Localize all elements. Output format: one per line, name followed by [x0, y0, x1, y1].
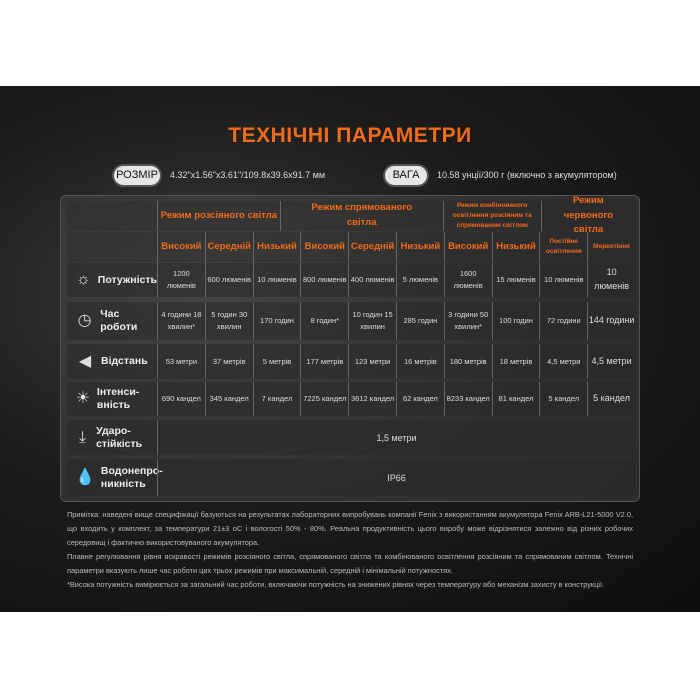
group-header: Режим спрямованого світла: [279, 201, 443, 231]
mode-header-row: Високий Середній Низький Високий Середній Низ…: [67, 232, 635, 262]
spec-cell: 7 кандел: [252, 382, 301, 416]
intensity-icon: ☀: [75, 390, 91, 408]
water-label: Водонепро-никність: [100, 464, 163, 490]
size-badge: РОЗМІР: [114, 166, 160, 185]
row-label-text: Інтенси-вність: [96, 386, 140, 411]
spec-cell: 800 люменів: [300, 263, 348, 297]
spec-cell: 62 кандел: [395, 382, 444, 416]
spec-cell: 170 годин: [252, 302, 301, 340]
spec-table: Режим розсіяного світла Режим спрямовано…: [60, 195, 640, 502]
spec-cell: 37 метрів: [204, 344, 253, 379]
spec-cell: 81 кандел: [491, 382, 540, 416]
spec-cell: 10 люменів: [252, 263, 301, 297]
spec-cell: 100 годин: [491, 302, 540, 340]
spec-cell: 5 кандел: [539, 382, 587, 416]
water-value: IP66: [157, 459, 635, 496]
note: Плавне регулювання рівня яскравості режи…: [67, 552, 633, 575]
corner: [67, 201, 157, 231]
spec-cell: 1200 люменів: [157, 263, 205, 297]
mode-header: Середній: [348, 232, 396, 262]
water-row: 💧 Водонепро-никність IP66: [67, 459, 635, 496]
spec-cell: 8 годин*: [300, 302, 348, 340]
row-label-text: Відстань: [101, 355, 148, 368]
row-label-text: Потужність: [97, 273, 157, 286]
spec-cell: 3 години 50 хвилин*: [443, 302, 492, 340]
mode-header: Низький: [491, 232, 540, 262]
spec-cell: 5 люменів: [395, 263, 444, 297]
note: *Висока потужність вимірюється за загаль…: [67, 580, 605, 589]
spec-cell: 3612 кандел: [348, 382, 396, 416]
row-label: 💧 Водонепро-никність: [67, 459, 163, 496]
group-header-row: Режим розсіяного світла Режим спрямовано…: [67, 195, 635, 235]
water-drop-icon: 💧: [75, 468, 95, 486]
weight-badge: ВАГА: [385, 166, 427, 185]
row-label-text: Час роботи: [100, 308, 138, 333]
spec-cell: 5 кандел: [587, 382, 635, 416]
spec-cell: 123 метри: [348, 344, 396, 379]
row-label: ◀ Відстань: [67, 344, 157, 379]
spec-cell: 53 метри: [157, 344, 205, 379]
mode-header: Постійне освітлення: [539, 232, 587, 262]
mode-header: Високий: [300, 232, 348, 262]
spec-cell: 4,5 метри: [539, 344, 587, 379]
impact-row: ⤓ Ударо-стійкість 1,5 метри: [67, 420, 635, 455]
spec-cell: 16 метрів: [395, 344, 444, 379]
spec-cell: 72 години: [539, 302, 587, 340]
spec-cell: 7225 кандел: [300, 382, 348, 416]
spec-row: ◷ Час роботи 4 години 18 хвилин* 5 годин 30…: [67, 302, 635, 340]
mode-header: Низький: [252, 232, 301, 262]
mode-header: Низький: [395, 232, 444, 262]
spec-cell: 4 години 18 хвилин*: [157, 302, 205, 340]
spec-row: ☼ Потужність 1200 люменів 600 люменів 10 люм…: [67, 263, 635, 297]
spec-cell: 177 метрів: [300, 344, 348, 379]
spec-cell: 400 люменів: [348, 263, 396, 297]
mode-header: Мерехтіння: [587, 232, 635, 262]
spec-cell: 5 годин 30 хвилин: [204, 302, 253, 340]
spec-cell: 10 люменів: [587, 263, 635, 297]
spec-cell: 600 люменів: [204, 263, 253, 297]
spec-cell: 690 кандел: [157, 382, 205, 416]
row-label: ☼ Потужність: [67, 263, 157, 297]
mode-header: Високий: [157, 232, 205, 262]
sun-icon: ☼: [76, 271, 91, 289]
mode-header: Середній: [204, 232, 253, 262]
impact-value: 1,5 метри: [157, 420, 635, 455]
spec-cell: 5 метрів: [252, 344, 301, 379]
mode-header: Високий: [443, 232, 492, 262]
row-label: ☀ Інтенси-вність: [67, 382, 157, 416]
spec-cell: 18 метрів: [491, 344, 540, 379]
spec-cell: 285 годин: [395, 302, 444, 340]
spec-cell: 144 години: [587, 302, 635, 340]
page-title: ТЕХНІЧНІ ПАРАМЕТРИ: [228, 124, 472, 147]
group-header: Режим розсіяного світла: [157, 201, 280, 231]
spec-row: ☀ Інтенси-вність 690 кандел 345 кандел 7 кан…: [67, 382, 635, 416]
impact-label: Ударо-стійкість: [96, 424, 143, 450]
spec-cell: 345 кандел: [204, 382, 253, 416]
spec-cell: 180 метрів: [443, 344, 492, 379]
group-header: Режим комбінованого освітлення розсіяним…: [442, 201, 541, 231]
spec-cell: 10 люменів: [539, 263, 587, 297]
drop-impact-icon: ⤓: [79, 428, 87, 446]
spec-cell: 4,5 метри: [587, 344, 635, 379]
spec-cell: 8233 кандел: [443, 382, 492, 416]
group-header: Режим червоного світла: [540, 195, 635, 235]
clock-icon: ◷: [77, 312, 92, 330]
size-value: 4.32"x1.56"x3.61"/109.8x39.6x91.7 мм: [170, 170, 326, 180]
spec-cell: 10 годин 15 хвилин: [348, 302, 396, 340]
spec-cell: 15 люменів: [491, 263, 540, 297]
spec-cell: 1600 люменів: [443, 263, 492, 297]
row-label: ⤓ Ударо-стійкість: [67, 420, 157, 455]
corner: [67, 232, 157, 262]
beam-icon: ◀: [78, 352, 92, 370]
row-label: ◷ Час роботи: [67, 302, 157, 340]
note: Примітка: наведені вище специфікації баз…: [67, 510, 633, 547]
spec-row: ◀ Відстань 53 метри 37 метрів 5 метрів 177 ме…: [67, 344, 635, 379]
weight-value: 10.58 унції/300 г (включно з акумуляторо…: [437, 170, 617, 180]
footnotes: Примітка: наведені вище специфікації баз…: [67, 508, 633, 592]
